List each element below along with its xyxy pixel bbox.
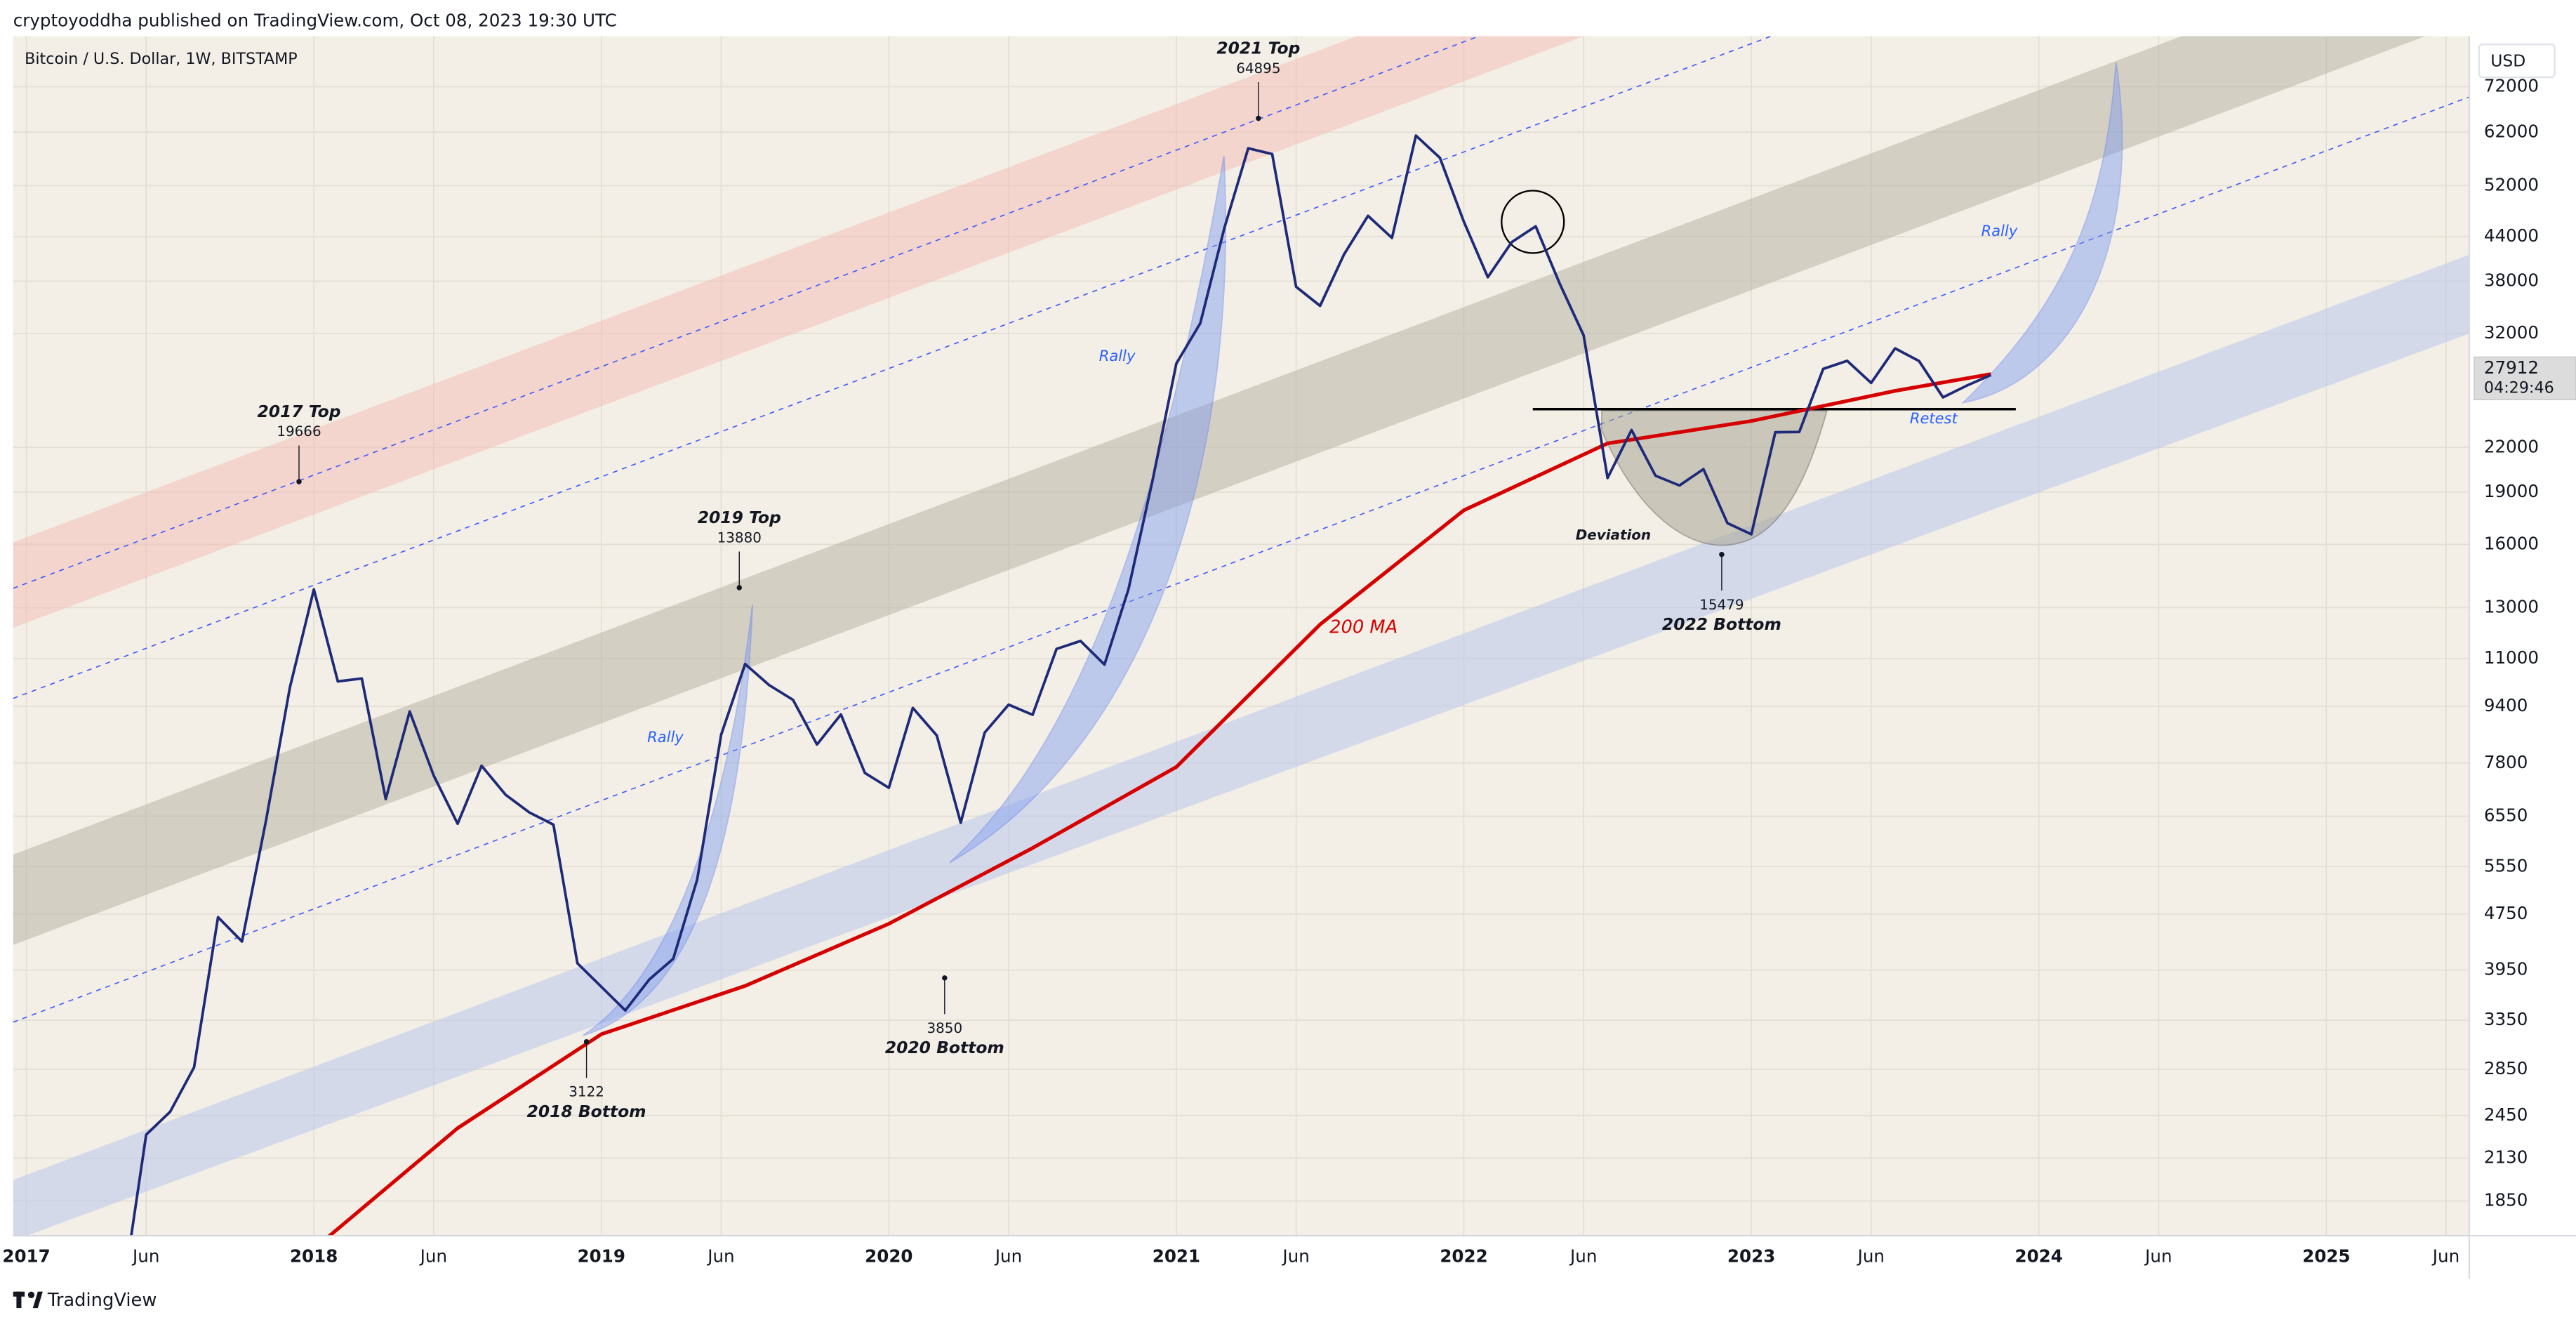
peak-value: 3122	[569, 1084, 604, 1100]
y-tick-label: 3950	[2484, 959, 2528, 979]
x-tick-label: Jun	[994, 1246, 1022, 1267]
x-tick-label: 2021	[1153, 1246, 1200, 1267]
rally-fill	[583, 605, 753, 1036]
x-tick-label: Jun	[1857, 1246, 1885, 1267]
countdown: 04:29:46	[2484, 378, 2554, 397]
dashed-line	[13, 36, 1481, 589]
dashed-line	[13, 96, 2469, 1023]
peak-label: 2018 Bottom	[527, 1102, 646, 1121]
annotation: Deviation	[1576, 527, 1651, 543]
peak-value: 15479	[1699, 597, 1744, 613]
y-tick-label: 22000	[2484, 436, 2539, 456]
y-tick-label: 2450	[2484, 1104, 2528, 1125]
dashed-line	[13, 36, 1773, 699]
x-tick-label: Jun	[706, 1246, 734, 1267]
peak-value: 13880	[717, 529, 762, 546]
y-tick-label: 44000	[2484, 225, 2539, 246]
y-tick-label: 2850	[2484, 1058, 2528, 1078]
peak-label: 2017 Top	[257, 402, 340, 421]
x-tick-label: Jun	[131, 1246, 159, 1267]
blue-channel	[13, 254, 2469, 1236]
ma-line	[326, 372, 1991, 1236]
annotation: Rally	[1981, 222, 2018, 239]
y-tick-label: 32000	[2484, 322, 2539, 343]
x-tick-label: 2018	[290, 1246, 338, 1267]
peak-value: 64895	[1236, 60, 1280, 77]
annotation: Rally	[1099, 347, 1136, 364]
y-tick-label: 5550	[2484, 855, 2528, 876]
x-tick-label: 2019	[578, 1246, 625, 1267]
currency[interactable]: USD	[2490, 51, 2525, 70]
x-tick-label: 2024	[2015, 1246, 2063, 1267]
y-tick-label: 3350	[2484, 1009, 2528, 1029]
brand-name: TradingView	[47, 1290, 157, 1311]
cup-fill	[1601, 410, 1828, 546]
last-price-box	[2474, 356, 2576, 400]
peak-value: 19666	[277, 423, 321, 440]
symbol-title: Bitcoin / U.S. Dollar, 1W, BITSTAMP	[25, 50, 298, 68]
y-tick-label: 2130	[2484, 1147, 2528, 1167]
peak-label: 2021 Top	[1216, 39, 1300, 58]
price-line	[130, 134, 1992, 1236]
peak-label: 2020 Bottom	[885, 1038, 1004, 1057]
x-tick-label: Jun	[2144, 1246, 2172, 1267]
y-tick-label: 62000	[2484, 121, 2539, 141]
y-tick-label: 13000	[2484, 596, 2539, 616]
x-tick-label: 2023	[1727, 1246, 1775, 1267]
y-tick-label: 11000	[2484, 647, 2539, 668]
currency-box[interactable]	[2478, 44, 2556, 79]
annotation: Rally	[647, 728, 684, 746]
x-tick-label: Jun	[1569, 1246, 1597, 1267]
x-tick-label: 2020	[865, 1246, 912, 1267]
peak-value: 3850	[927, 1020, 963, 1036]
red-channel	[13, 36, 1584, 628]
annotation: Retest	[1910, 409, 1958, 427]
y-tick-label: 1850	[2484, 1190, 2528, 1210]
y-tick-label: 72000	[2484, 75, 2539, 95]
x-tick-label: 2017	[2, 1246, 50, 1267]
x-tick-label: Jun	[1281, 1246, 1309, 1267]
rally-fill	[949, 156, 1226, 864]
publisher: cryptoyoddha published on TradingView.co…	[13, 10, 617, 30]
y-tick-label: 6550	[2484, 805, 2528, 826]
peak-label: 2022 Bottom	[1662, 614, 1781, 634]
y-tick-label: 4750	[2484, 903, 2528, 923]
x-tick-label: 2025	[2302, 1246, 2350, 1267]
brand-logo	[13, 1291, 43, 1309]
highlight-circle	[1501, 190, 1565, 254]
peak-marker	[736, 585, 742, 590]
peak-label: 2019 Top	[698, 508, 781, 527]
last-price: 27912	[2484, 357, 2539, 378]
y-tick-label: 16000	[2484, 533, 2539, 553]
y-tick-label: 38000	[2484, 270, 2539, 290]
y-tick-label: 19000	[2484, 481, 2539, 501]
x-tick-label: Jun	[2431, 1246, 2459, 1267]
y-tick-label: 7800	[2484, 752, 2528, 772]
rally-fill	[1961, 62, 2123, 404]
ma-label: 200 MA	[1329, 617, 1397, 638]
x-tick-label: Jun	[419, 1246, 447, 1267]
y-tick-label: 9400	[2484, 695, 2528, 715]
x-tick-label: 2022	[1440, 1246, 1487, 1267]
y-tick-label: 52000	[2484, 174, 2539, 194]
